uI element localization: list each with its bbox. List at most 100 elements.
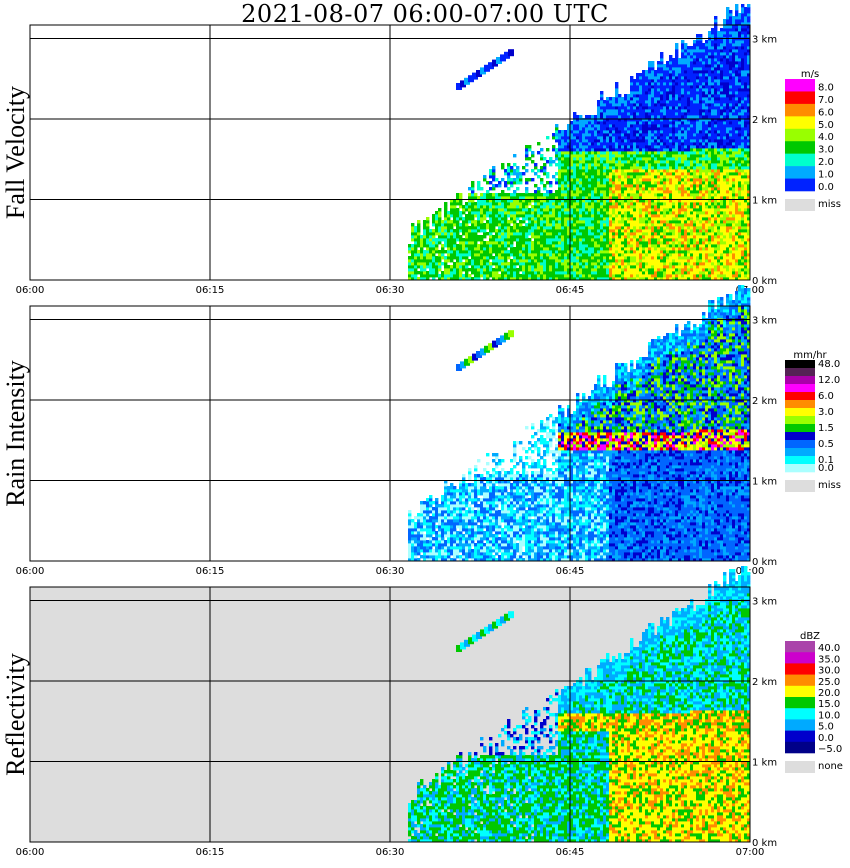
colorbar-swatch bbox=[785, 128, 815, 142]
colorbar-missing-label: miss bbox=[818, 199, 841, 210]
height-tick-label: 3 km bbox=[752, 35, 777, 46]
colorbar-label: 5.0 bbox=[818, 120, 834, 131]
height-tick-label: 1 km bbox=[752, 196, 777, 207]
colorbar-swatch bbox=[785, 697, 815, 709]
precipitation-field bbox=[408, 4, 751, 281]
colorbar-missing-swatch bbox=[785, 199, 815, 211]
colorbar-swatch bbox=[785, 91, 815, 105]
time-tick-label: 06:30 bbox=[376, 847, 405, 858]
colorbar-swatch bbox=[785, 464, 815, 473]
panel-rain-intensity: Rain Intensity 0 km 1 km 2 km 3 km 06:00 06:15… bbox=[1, 285, 841, 577]
colorbar-label: 7.0 bbox=[818, 95, 834, 106]
precipitation-field bbox=[408, 285, 751, 562]
time-tick-label: 06:00 bbox=[16, 847, 45, 858]
colorbar-swatch bbox=[785, 178, 815, 192]
colorbar-label: 3.0 bbox=[818, 407, 834, 418]
colorbar-missing-label: none bbox=[818, 761, 843, 772]
colorbar-swatch bbox=[785, 456, 815, 465]
colorbar-swatch bbox=[785, 741, 815, 754]
colorbar-label: 6.0 bbox=[818, 391, 834, 402]
gridlines bbox=[30, 306, 750, 561]
time-tick-label: 06:15 bbox=[196, 847, 225, 858]
colorbar-label: 0.5 bbox=[818, 439, 834, 450]
colorbar-swatch bbox=[785, 708, 815, 720]
colorbar-swatch bbox=[785, 384, 815, 393]
colorbar-missing-label: miss bbox=[818, 480, 841, 491]
panel-label: Fall Velocity bbox=[1, 86, 30, 219]
colorbar-swatch bbox=[785, 641, 815, 653]
plot-frame bbox=[29, 24, 751, 281]
colorbar-swatch bbox=[785, 79, 815, 92]
colorbar-swatch bbox=[785, 719, 815, 731]
height-tick-label: 2 km bbox=[752, 677, 777, 688]
time-tick-label: 06:15 bbox=[196, 285, 225, 296]
colorbar-swatch bbox=[785, 360, 815, 369]
height-tick-label: 1 km bbox=[752, 758, 777, 769]
colorbar-label: 0.0 bbox=[818, 733, 834, 744]
colorbar-swatch bbox=[785, 730, 815, 743]
colorbar-label: 0.0 bbox=[818, 182, 834, 193]
colorbar-swatch bbox=[785, 652, 815, 664]
gridlines bbox=[30, 587, 750, 842]
colorbar-swatch bbox=[785, 141, 815, 154]
colorbar-swatch bbox=[785, 153, 815, 167]
colorbar-label: −5.0 bbox=[818, 744, 842, 755]
colorbar-label: 0.1 bbox=[818, 455, 834, 466]
height-tick-label: 3 km bbox=[752, 597, 777, 608]
colorbar-label: 40.0 bbox=[818, 643, 840, 654]
time-tick-label: 06:00 bbox=[16, 566, 45, 577]
colorbar-swatch bbox=[785, 400, 815, 409]
colorbar-label: 30.0 bbox=[818, 666, 840, 677]
colorbar-label: 3.0 bbox=[818, 145, 834, 156]
height-tick-label: 2 km bbox=[752, 396, 777, 407]
panel-label: Reflectivity bbox=[1, 653, 30, 776]
time-tick-label: 06:15 bbox=[196, 566, 225, 577]
colorbar-swatch bbox=[785, 103, 815, 117]
colorbar-missing-swatch bbox=[785, 761, 815, 773]
colorbar-swatch bbox=[785, 663, 815, 675]
colorbar-swatch bbox=[785, 166, 815, 179]
panel-label: Rain Intensity bbox=[1, 360, 30, 507]
colorbar-swatch bbox=[785, 448, 815, 457]
colorbar-label: 1.5 bbox=[818, 423, 834, 434]
time-tick-label: 06:00 bbox=[16, 285, 45, 296]
colorbar-label: 5.0 bbox=[818, 722, 834, 733]
colorbar-label: 4.0 bbox=[818, 132, 834, 143]
colorbar-label: 15.0 bbox=[818, 699, 840, 710]
colorbar-unit: m/s bbox=[801, 69, 819, 80]
panel-fall-velocity: Fall Velocity 0 km 1 km 2 km 3 km 06:00 06:15 0… bbox=[1, 4, 841, 296]
time-tick-label: 07:00 bbox=[736, 847, 765, 858]
height-tick-label: 1 km bbox=[752, 477, 777, 488]
colorbar-swatch bbox=[785, 674, 815, 687]
colorbar-reflectivity: dBZ40.035.030.025.020.015.010.05.00.0−5.… bbox=[785, 631, 843, 773]
colorbar-swatch bbox=[785, 392, 815, 401]
colorbar-swatch bbox=[785, 116, 815, 130]
time-tick-label: 07:00 bbox=[736, 566, 765, 577]
colorbar-swatch bbox=[785, 440, 815, 449]
height-tick-label: 2 km bbox=[752, 115, 777, 126]
time-tick-label: 06:30 bbox=[376, 285, 405, 296]
plot-frame bbox=[29, 305, 751, 562]
colorbar-label: 48.0 bbox=[818, 359, 840, 370]
colorbar-label: 25.0 bbox=[818, 677, 840, 688]
colorbar-label: 8.0 bbox=[818, 82, 834, 93]
colorbar-swatch bbox=[785, 685, 815, 698]
colorbar-unit: dBZ bbox=[800, 631, 820, 642]
height-tick-label: 0 km bbox=[752, 838, 777, 849]
colorbar-swatch bbox=[785, 368, 815, 377]
chart-title: 2021-08-07 06:00-07:00 UTC bbox=[241, 0, 609, 28]
colorbar-swatch bbox=[785, 424, 815, 433]
time-tick-label: 06:30 bbox=[376, 566, 405, 577]
colorbar-fall-velocity: m/s 8.0 7.06.0 5.04.0 3.02.0 1.00.0 miss bbox=[785, 69, 841, 211]
colorbar-label: 10.0 bbox=[818, 710, 840, 721]
colorbar-label: 12.0 bbox=[818, 375, 840, 386]
colorbar-swatch bbox=[785, 432, 815, 441]
colorbar-swatch bbox=[785, 376, 815, 385]
colorbar-label: 6.0 bbox=[818, 107, 834, 118]
plot-frame bbox=[29, 586, 751, 843]
colorbar-label: 0.0 bbox=[818, 463, 834, 474]
colorbar-missing-swatch bbox=[785, 480, 815, 492]
panel-reflectivity: Reflectivity 0 km 1 km 2 km 3 km 06:00 06:15 06… bbox=[1, 566, 843, 858]
